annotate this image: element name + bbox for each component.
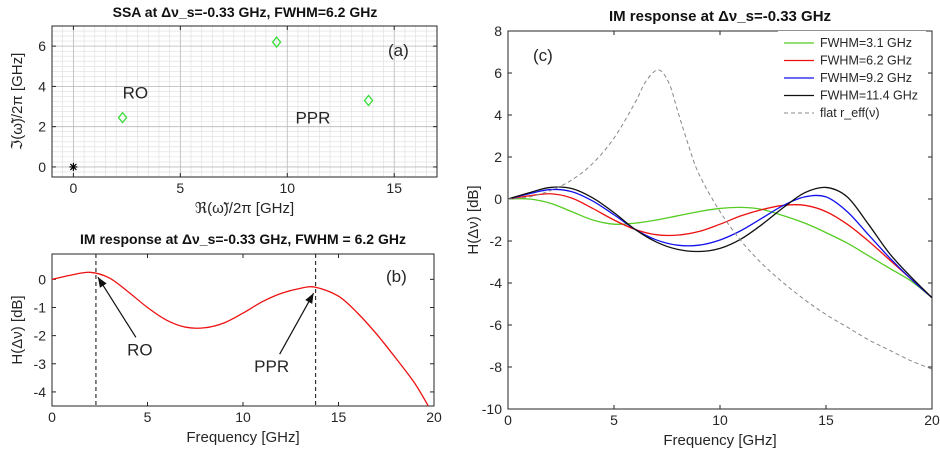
y-tick-label: -8 (490, 359, 503, 375)
x-tick-label: 0 (48, 409, 56, 425)
y-axis-label: ℑ(ω̃)/2π [GHz] (9, 53, 26, 151)
legend-label: FWHM=11.4 GHz (820, 89, 918, 103)
y-tick-label: 8 (494, 23, 502, 39)
data-point (363, 94, 374, 107)
x-tick-label: 20 (426, 409, 442, 425)
series-line-1 (507, 193, 933, 299)
series-line-0 (507, 198, 933, 299)
y-tick-label: 2 (38, 119, 46, 135)
x-tick-label: 0 (69, 180, 77, 196)
x-tick-label: 5 (176, 180, 184, 196)
x-tick-label: 15 (331, 409, 347, 425)
chart-title: IM response at Δν_s=-0.33 GHz, FWHM = 6.… (80, 231, 406, 247)
grid-major (52, 26, 437, 177)
annotation-arrow (97, 276, 137, 338)
data-point (117, 111, 128, 124)
y-tick-label: -10 (482, 401, 502, 417)
legend: FWHM=3.1 GHz FWHM=6.2 GHz FWHM=9.2 GHz FWHM… (778, 31, 926, 125)
series-line-0 (51, 271, 429, 407)
annotation-arrow (279, 292, 315, 355)
axes-box (51, 25, 438, 178)
y-axis-label: H(Δν) [dB] (9, 295, 26, 364)
y-tick-label: -2 (490, 233, 503, 249)
y-tick-label: 4 (38, 78, 46, 94)
annotation-arrowhead (97, 277, 107, 288)
x-tick-label: 15 (818, 412, 834, 428)
x-axis-label: Frequency [GHz] (186, 429, 299, 446)
plot-area (52, 254, 434, 406)
annotation-label: RO (123, 83, 149, 102)
y-tick-label: 0 (38, 159, 46, 175)
y-tick-label: 4 (494, 107, 502, 123)
chart-panel_b: 0 5 10 15 20 0 -1 -2 -3 -4 Frequency [GHz] H(Δν) [d… (9, 231, 442, 446)
x-tick-label: 20 (924, 412, 940, 428)
y-tick-label: 0 (38, 271, 46, 287)
data-point (69, 162, 78, 171)
legend-label: flat r_eff(ν) (820, 106, 880, 120)
chart-panel_c: 0 5 10 15 20 -10 -8 -6 -4 -2 0 2 4 6 8 Frequency [GHz] H… (465, 8, 940, 449)
y-tick-label: -4 (490, 275, 503, 291)
x-tick-label: 15 (386, 180, 402, 196)
y-tick-label: -6 (490, 317, 503, 333)
panel-tag: (b) (386, 267, 407, 286)
x-tick-label: 5 (144, 409, 152, 425)
y-tick-label: -1 (34, 299, 47, 315)
annotation-arrowhead (305, 293, 314, 304)
y-tick-label: -3 (34, 356, 47, 372)
annotation-label: RO (127, 340, 153, 359)
y-tick-label: -2 (34, 328, 47, 344)
y-tick-label: -4 (34, 384, 47, 400)
x-tick-label: 10 (235, 409, 251, 425)
series-line-3 (507, 186, 933, 299)
x-tick-label: 10 (279, 180, 295, 196)
chart-title: SSA at Δν_s=-0.33 GHz, FWHM=6.2 GHz (113, 4, 378, 20)
annotation-label: PPR (295, 109, 330, 128)
annotation-label: PPR (254, 357, 289, 376)
x-tick-label: 10 (712, 412, 728, 428)
y-tick-label: 0 (494, 191, 502, 207)
series-line-4 (507, 69, 933, 370)
x-axis-label: ℜ(ω̃)/2π [GHz] (195, 200, 294, 217)
x-tick-label: 0 (504, 412, 512, 428)
legend-label: FWHM=6.2 GHz (820, 54, 912, 68)
y-tick-label: 2 (494, 149, 502, 165)
chart-panel_a: 0 5 10 15 0 2 4 6 ℜ(ω̃)/2π [GHz] ℑ(ω̃)/2π [GHz] SS… (9, 4, 438, 217)
legend-label: FWHM=9.2 GHz (820, 71, 912, 85)
legend-label: FWHM=3.1 GHz (820, 36, 912, 50)
y-tick-label: 6 (38, 38, 46, 54)
y-axis-label: H(Δν) [dB] (465, 185, 482, 254)
chart-title: IM response at Δν_s=-0.33 GHz (609, 8, 831, 25)
panel-tag: (a) (388, 41, 409, 60)
x-axis-label: Frequency [GHz] (663, 432, 776, 449)
series-line-2 (507, 188, 933, 299)
data-point (271, 36, 282, 49)
y-tick-label: 6 (494, 65, 502, 81)
star-stroke (69, 163, 77, 171)
x-tick-label: 5 (610, 412, 618, 428)
panel-tag: (c) (533, 46, 553, 65)
